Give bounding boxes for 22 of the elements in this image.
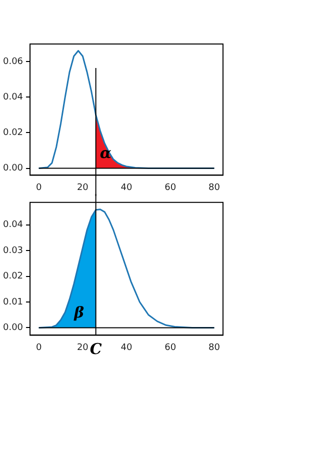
x-tick-label: 0 <box>36 182 42 193</box>
x-tick-label: 40 <box>120 182 133 193</box>
y-tick-label: 0.06 <box>2 56 24 67</box>
y-tick-label: 0.00 <box>2 323 24 334</box>
annotation: β <box>73 304 84 322</box>
y-tick-label: 0.03 <box>2 246 24 256</box>
y-tick-label: 0.01 <box>2 297 24 308</box>
text: C <box>90 340 102 358</box>
x-tick-label: 0 <box>36 342 42 353</box>
x-tick-label: 20 <box>76 342 89 353</box>
x-tick-label: 80 <box>208 182 220 193</box>
y-tick-label: 0.04 <box>2 92 24 102</box>
x-tick-label: 80 <box>208 342 220 353</box>
y-tick-label: 0.02 <box>2 272 24 282</box>
x-tick-label: 40 <box>120 342 133 353</box>
x-tick-label: 60 <box>164 342 176 353</box>
x-tick-label: 20 <box>76 182 89 193</box>
x-tick-label: 60 <box>164 182 176 193</box>
y-tick-label: 0.02 <box>2 128 24 138</box>
y-tick-label: 0.04 <box>2 220 24 230</box>
y-tick-label: 0.00 <box>2 164 24 174</box>
annotation: α <box>100 144 112 162</box>
